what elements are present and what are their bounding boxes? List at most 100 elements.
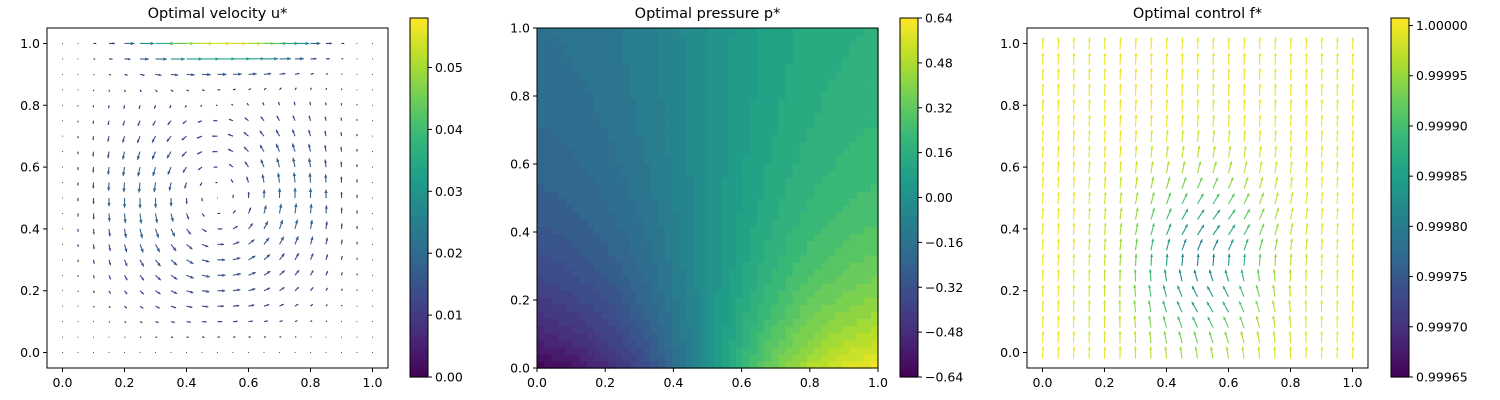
control-arrow <box>1289 68 1293 81</box>
pressure-cell <box>743 261 751 270</box>
colorbar-segment <box>1391 41 1409 49</box>
pressure-cell <box>657 304 666 313</box>
pressure-cell <box>700 360 709 369</box>
pressure-cell <box>835 113 844 121</box>
colorbar-tick-label: 0.99990 <box>1416 118 1468 133</box>
pressure-cell <box>593 183 602 192</box>
pressure-cell <box>842 198 851 206</box>
pressure-cell <box>849 283 858 291</box>
pressure-cell <box>572 311 581 320</box>
pressure-cell <box>558 63 567 72</box>
control-arrow <box>1289 238 1294 251</box>
pressure-cell <box>863 297 872 305</box>
pressure-cell <box>863 162 872 171</box>
pressure-cell <box>636 56 645 65</box>
pressure-cell <box>814 198 822 206</box>
pressure-cell <box>643 346 652 355</box>
colorbar-segment <box>1391 89 1409 97</box>
pressure-cell <box>849 318 858 327</box>
pressure-cell <box>551 28 560 36</box>
control-arrow <box>1148 315 1152 328</box>
pressure-cell <box>707 353 716 362</box>
pressure-cell <box>558 346 567 355</box>
pressure-cell <box>821 212 829 220</box>
pressure-cell <box>657 169 666 178</box>
pressure-cell <box>799 77 808 86</box>
pressure-cell <box>700 176 709 185</box>
pressure-cell <box>593 226 602 235</box>
pressure-cell <box>735 332 744 341</box>
control-arrow <box>1196 68 1200 81</box>
pressure-cell <box>664 35 673 43</box>
pressure-cell <box>792 339 801 348</box>
pressure-cell <box>778 226 787 235</box>
pressure-cell <box>700 247 709 256</box>
pressure-cell <box>615 56 623 65</box>
pressure-cell <box>849 219 858 228</box>
pressure-cell <box>721 91 730 100</box>
pressure-cell <box>671 233 680 242</box>
control-arrow <box>1258 52 1262 65</box>
colorbar-segment <box>1391 161 1409 169</box>
pressure-cell <box>579 275 588 284</box>
velocity-arrow <box>372 197 373 199</box>
velocity-arrow <box>340 117 343 121</box>
pressure-cell <box>750 325 758 334</box>
pressure-cell <box>728 290 737 298</box>
control-arrow <box>1243 238 1249 251</box>
pressure-cell <box>764 283 773 291</box>
velocity-arrow <box>186 305 193 309</box>
pressure-cell <box>622 134 631 143</box>
pressure-cell <box>579 205 588 213</box>
control-arrow <box>1274 192 1279 205</box>
pressure-cell <box>714 261 723 270</box>
velocity-arrow <box>169 197 173 207</box>
pressure-cell <box>778 297 787 305</box>
colorbar-segment <box>1391 245 1409 252</box>
pressure-cell <box>600 190 609 199</box>
colorbar-segment <box>900 47 918 55</box>
pressure-cell <box>778 233 787 242</box>
pressure-cell <box>792 162 801 171</box>
pressure-cell <box>778 98 787 107</box>
pressure-cell <box>856 268 865 277</box>
pressure-cell <box>537 226 545 235</box>
pressure-cell <box>608 219 616 228</box>
pressure-cell <box>608 63 616 72</box>
control-arrow <box>1056 346 1060 359</box>
pressure-cell <box>565 49 574 58</box>
pressure-cell <box>572 56 581 65</box>
velocity-arrow <box>356 164 358 168</box>
pressure-cell <box>757 42 766 50</box>
pressure-cell <box>565 268 574 277</box>
control-arrow <box>1242 37 1246 50</box>
velocity-arrow <box>93 58 96 60</box>
pressure-cell <box>643 268 652 277</box>
pressure-cell <box>600 56 609 65</box>
pressure-cell <box>572 91 581 100</box>
pressure-cell <box>806 134 815 143</box>
pressure-cell <box>551 42 560 50</box>
pressure-cell <box>863 190 872 199</box>
pressure-cell <box>863 77 872 86</box>
pressure-cell <box>835 325 844 334</box>
pressure-cell <box>728 84 737 93</box>
control-arrow <box>1088 176 1092 189</box>
pressure-cell <box>693 63 702 72</box>
pressure-cell <box>679 360 687 369</box>
pressure-cell <box>657 233 666 242</box>
pressure-cell <box>608 77 616 86</box>
control-arrow <box>1134 68 1138 81</box>
pressure-cell <box>714 56 723 65</box>
pressure-cell <box>750 190 758 199</box>
x-tick-label: 0.8 <box>301 375 321 390</box>
control-arrow <box>1211 52 1215 65</box>
velocity-arrow <box>263 320 268 323</box>
colorbar-tick-label: 0.00 <box>925 190 953 205</box>
pressure-cell <box>728 205 737 213</box>
pressure-cell <box>870 332 879 341</box>
colorbar-segment <box>900 299 918 306</box>
pressure-cell <box>821 318 829 327</box>
velocity-arrow <box>124 275 128 281</box>
pressure-cell <box>572 353 581 362</box>
